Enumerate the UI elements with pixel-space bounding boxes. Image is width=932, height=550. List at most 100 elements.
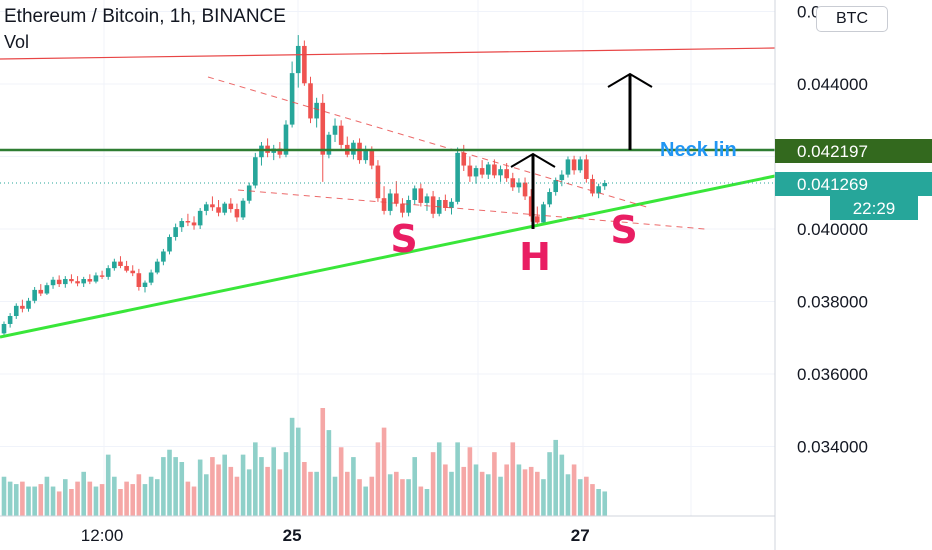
volume-bar (344, 471, 350, 516)
candle-body (26, 300, 31, 309)
volume-bar (99, 484, 105, 516)
time-tick-label: 27 (571, 526, 590, 545)
candle-body (424, 196, 430, 203)
volume-indicator-label: Vol (4, 32, 30, 52)
candle-body (112, 261, 117, 269)
volume-bar (50, 486, 56, 516)
candle-body (185, 221, 191, 223)
candle-body (400, 203, 405, 213)
candle-body (20, 305, 25, 309)
volume-bar (154, 479, 160, 516)
candle-body (136, 273, 142, 287)
candle-body (32, 289, 37, 301)
volume-bar (406, 479, 411, 516)
volume-bar (197, 459, 203, 516)
candle-body (13, 305, 19, 316)
volume-bar (26, 486, 31, 516)
candle-body (161, 251, 166, 262)
neckline-price-badge (775, 139, 932, 163)
volume-bar (473, 464, 479, 516)
candle-body (253, 157, 258, 186)
candle-body (179, 221, 185, 228)
candle-body (559, 174, 565, 181)
volume-bar (148, 476, 154, 516)
volume-bar (203, 474, 209, 516)
head-label: H (519, 235, 551, 279)
candle-body (75, 281, 80, 284)
volume-bar (326, 430, 332, 516)
breakout-arrow-lower-head (510, 152, 556, 168)
volume-bar (173, 457, 178, 516)
volume-bar (516, 464, 522, 516)
candle-body (142, 282, 148, 287)
candle-body (498, 169, 503, 176)
candle-body (602, 182, 608, 187)
price-tick-label: 0.034000 (797, 438, 868, 457)
countdown-badge (830, 196, 918, 220)
volume-bar (602, 491, 608, 516)
current-price-badge (775, 172, 932, 196)
candle-body (314, 102, 319, 119)
candle-body (295, 45, 301, 74)
candle-body (412, 188, 418, 200)
candle-body (455, 152, 460, 202)
neckline-price-label: 0.042197 (797, 142, 868, 161)
volume-bars (1, 408, 608, 516)
candle-body (571, 159, 577, 171)
candle-body (283, 124, 289, 155)
candle-body (240, 200, 246, 218)
candle-body (461, 152, 467, 166)
candle-body (596, 186, 601, 194)
candle-body (93, 275, 99, 282)
candle-body (541, 204, 546, 223)
volume-bar (222, 454, 227, 516)
volume-bar (93, 486, 99, 516)
volume-bar (375, 442, 381, 516)
volume-bar (44, 476, 50, 516)
neckline-label: Neck lin (660, 139, 737, 161)
volume-bar (559, 454, 565, 516)
volume-bar (69, 489, 74, 516)
volume-bar (314, 471, 319, 516)
candle-body (326, 134, 332, 155)
currency-button[interactable]: BTC (816, 6, 888, 32)
candle-body (320, 102, 326, 155)
volume-bar (400, 479, 405, 516)
candle-body (308, 83, 313, 119)
candle-body (148, 272, 154, 283)
volume-bar (179, 462, 185, 516)
volume-bar (20, 481, 25, 516)
candle-body (87, 279, 93, 282)
volume-bar (565, 474, 571, 516)
volume-bar (351, 457, 356, 516)
candle-body (99, 275, 105, 277)
volume-bar (418, 486, 424, 516)
volume-bar (381, 427, 387, 516)
volume-bar (369, 476, 375, 516)
volume-bar (436, 442, 442, 516)
chart-gridlines (0, 0, 775, 516)
volume-bar (81, 471, 86, 516)
candle-body (130, 270, 136, 274)
volume-bar (535, 471, 540, 516)
candle-body (154, 261, 160, 273)
candle-body (167, 236, 172, 252)
time-tick-label: 12:00 (81, 526, 124, 545)
volume-bar (136, 474, 142, 516)
candle-body (479, 168, 485, 175)
volume-bar (338, 447, 344, 516)
candle-body (69, 279, 74, 282)
volume-bar (105, 454, 111, 516)
volume-bar (467, 447, 473, 516)
volume-bar (302, 462, 307, 516)
volume-bar (75, 481, 80, 516)
candle-body (590, 178, 595, 194)
volume-bar (492, 452, 497, 516)
volume-bar (246, 469, 252, 516)
candle-body (351, 142, 356, 155)
volume-bar (7, 481, 13, 516)
volume-bar (596, 489, 601, 516)
countdown-label: 22:29 (853, 199, 896, 218)
volume-bar (124, 481, 129, 516)
